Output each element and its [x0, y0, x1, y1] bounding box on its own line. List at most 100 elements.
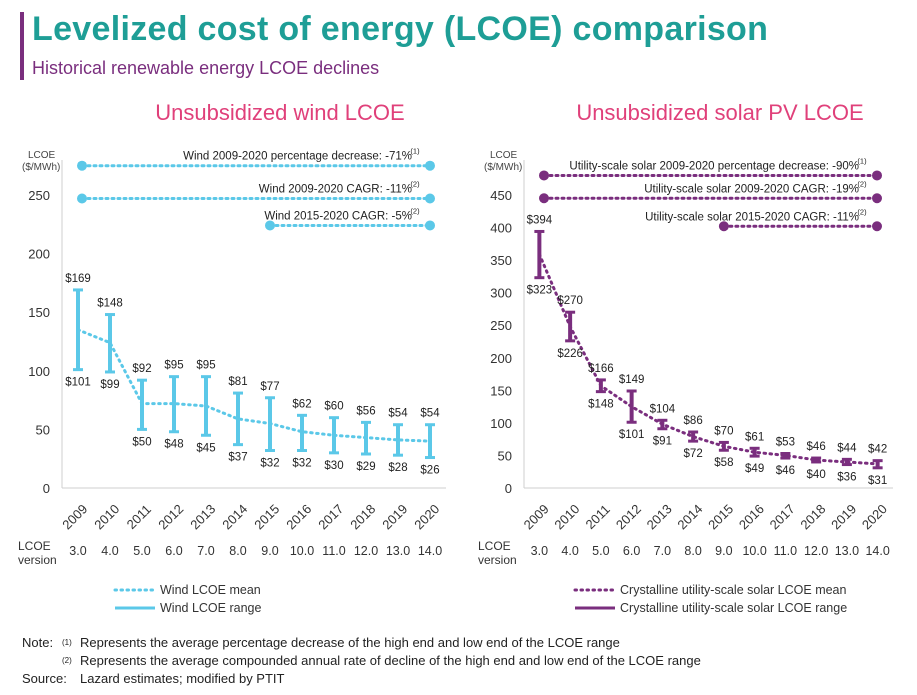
wind-xtick-label: 2010: [91, 501, 122, 532]
wind-xtick-label: 2011: [124, 502, 154, 532]
solar-ytick-label: 50: [498, 448, 512, 463]
solar-annotation-sup: (1): [857, 156, 867, 165]
solar-xtick-label: 2014: [674, 501, 705, 532]
wind-annotation-start: [77, 193, 87, 204]
solar-annotation-text: Utility-scale solar 2015-2020 CAGR: -11%: [645, 211, 859, 223]
solar-ytick-label: 250: [490, 318, 512, 333]
wind-version-value: 7.0: [197, 544, 214, 558]
source-text: Lazard estimates; modified by PTIT: [80, 671, 285, 686]
wind-high-label: $62: [292, 398, 311, 410]
wind-version-value: 11.0: [322, 544, 345, 558]
wind-xtick-label: 2009: [59, 501, 90, 532]
solar-high-label: $394: [527, 214, 553, 226]
solar-version-value: 6.0: [623, 544, 640, 558]
wind-xtick-label: 2017: [315, 501, 346, 532]
wind-chart-title: Unsubsidized wind LCOE: [155, 100, 405, 125]
wind-annotation-end: [425, 220, 435, 231]
wind-annotation-text: Wind 2009-2020 percentage decrease: -71%: [183, 151, 412, 163]
wind-ylabel-line1: LCOE: [28, 150, 56, 161]
source-line: Source: Lazard estimates; modified by PT…: [22, 670, 284, 688]
solar-low-label: $323: [527, 285, 553, 297]
solar-low-label: $148: [588, 399, 614, 411]
solar-legend-range-label: Crystalline utility-scale solar LCOE ran…: [620, 601, 847, 615]
solar-high-label: $149: [619, 374, 645, 386]
solar-ytick-label: 100: [490, 416, 512, 431]
wind-low-label: $26: [420, 465, 439, 477]
solar-low-label: $40: [807, 469, 826, 481]
solar-xtick-label: 2017: [767, 501, 798, 532]
wind-mean-line: [76, 328, 432, 443]
solar-ytick-label: 150: [490, 383, 512, 398]
solar-ytick-label: 200: [490, 351, 512, 366]
solar-ylabel-line1: LCOE: [490, 150, 518, 161]
solar-high-label: $44: [837, 442, 857, 454]
wind-low-label: $30: [324, 460, 343, 472]
wind-high-label: $169: [65, 273, 91, 285]
wind-annotation-text: Wind 2015-2020 CAGR: -5%: [264, 210, 412, 222]
note-2-marker: (2): [62, 656, 72, 665]
solar-annotation-sup: (2): [857, 207, 867, 216]
wind-version-value: 9.0: [261, 544, 278, 558]
solar-low-label: $91: [653, 436, 672, 448]
solar-low-label: $36: [837, 472, 856, 484]
solar-xtick-label: 2013: [644, 501, 675, 532]
solar-xtick-label: 2011: [583, 502, 613, 532]
solar-annotation-text: Utility-scale solar 2009-2020 percentage…: [569, 160, 859, 172]
wind-low-label: $50: [132, 436, 151, 448]
footnotes: Note: (1) Represents the average percent…: [22, 634, 701, 688]
title-accent-bar: [20, 12, 24, 80]
solar-high-label: $53: [776, 436, 795, 448]
wind-annotation-end: [425, 160, 435, 171]
wind-version-value: 4.0: [101, 544, 118, 558]
solar-ytick-label: 450: [490, 188, 512, 203]
wind-version-value: 13.0: [386, 544, 410, 558]
wind-low-label: $99: [100, 379, 119, 391]
solar-version-value: 9.0: [715, 544, 732, 558]
solar-version-value: 8.0: [684, 544, 701, 558]
solar-high-label: $42: [868, 444, 887, 456]
wind-legend-mean-label: Wind LCOE mean: [160, 583, 261, 597]
solar-annotation-start: [539, 193, 549, 204]
solar-low-label: $31: [868, 475, 887, 487]
solar-xtick-label: 2018: [797, 501, 828, 532]
wind-version-value: 14.0: [418, 544, 442, 558]
wind-high-label: $81: [228, 376, 247, 388]
wind-low-label: $37: [228, 452, 247, 464]
wind-ytick-label: 50: [36, 422, 50, 437]
wind-annotation-start: [265, 220, 275, 231]
wind-legend-range-label: Wind LCOE range: [160, 601, 261, 615]
note-2-text: Represents the average compounded annual…: [80, 653, 701, 668]
solar-annotation-sup: (2): [857, 179, 867, 188]
page-title: Levelized cost of energy (LCOE) comparis…: [32, 10, 769, 48]
wind-version-label-line2: version: [18, 553, 57, 567]
wind-ytick-label: 150: [28, 305, 50, 320]
wind-ytick-label: 100: [28, 364, 50, 379]
solar-high-label: $166: [588, 363, 614, 375]
source-label: Source:: [22, 671, 67, 686]
wind-version-label-line1: LCOE: [18, 539, 51, 553]
solar-high-label: $46: [807, 441, 826, 453]
solar-version-value: 10.0: [742, 544, 766, 558]
solar-legend-mean-label: Crystalline utility-scale solar LCOE mea…: [620, 583, 847, 597]
solar-version-value: 5.0: [592, 544, 609, 558]
wind-low-label: $28: [388, 462, 407, 474]
solar-low-label: $226: [557, 348, 583, 360]
wind-xtick-label: 2015: [251, 501, 282, 532]
solar-xtick-label: 2019: [828, 501, 859, 532]
wind-annotation-sup: (2): [410, 206, 420, 215]
solar-chart-title: Unsubsidized solar PV LCOE: [576, 100, 864, 125]
solar-xtick-label: 2010: [551, 501, 582, 532]
solar-version-value: 4.0: [561, 544, 578, 558]
wind-high-label: $95: [164, 360, 183, 372]
wind-high-label: $54: [388, 408, 408, 420]
wind-low-label: $48: [164, 439, 183, 451]
solar-low-label: $58: [714, 457, 733, 469]
wind-xtick-label: 2012: [155, 501, 186, 532]
solar-high-label: $104: [650, 403, 676, 415]
wind-high-label: $148: [97, 298, 123, 310]
solar-mean-line: [537, 252, 880, 466]
solar-annotation-end: [872, 193, 882, 204]
wind-ytick-label: 0: [43, 481, 50, 496]
wind-xtick-label: 2013: [187, 501, 218, 532]
